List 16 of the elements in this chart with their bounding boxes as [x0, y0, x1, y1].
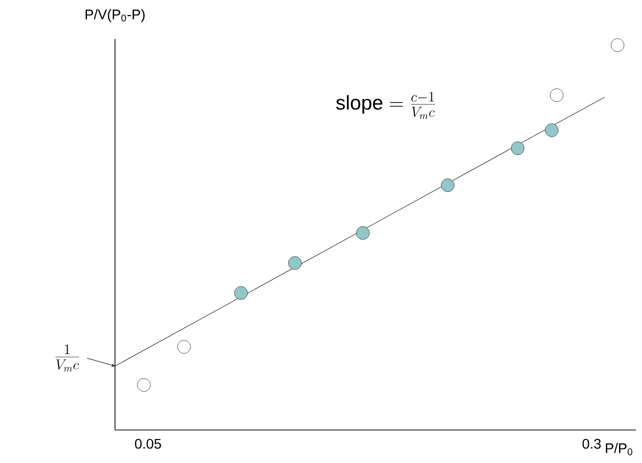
point: [550, 88, 564, 102]
x-axis-title: P/P$_{0}$: [606, 442, 632, 456]
point: [510, 142, 524, 156]
point: [234, 286, 248, 300]
annotation: $\frac{1}{V_{m}c}$: [55, 344, 79, 372]
point: [137, 378, 151, 392]
point: [610, 38, 624, 52]
y-axis-title: P/V(P$_{0}$-P): [86, 9, 145, 22]
point: [440, 178, 454, 192]
point: [177, 340, 191, 354]
annotation: $\mathrm{slope} = \frac{c-1}{V_{m}c}$: [336, 92, 436, 119]
x-tick-label: 0.05: [134, 438, 161, 449]
x-tick-label: 0.3: [582, 438, 601, 449]
point: [288, 256, 302, 270]
point: [544, 123, 558, 137]
point: [356, 226, 370, 240]
